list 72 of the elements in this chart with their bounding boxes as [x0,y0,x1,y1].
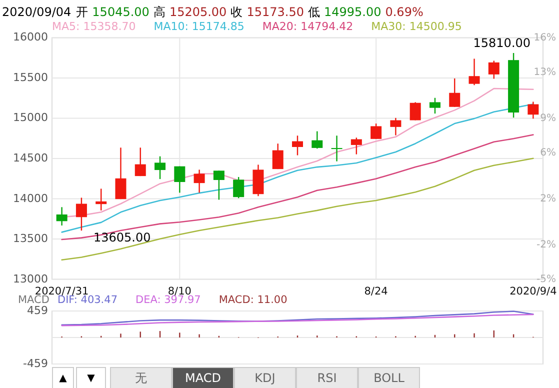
x-tick-label: 2020/9/4 [510,285,558,298]
candlestick [272,143,284,170]
candlestick [96,188,107,212]
candlestick [174,166,186,194]
chart-title: MACD [18,294,50,306]
candlestick [233,176,244,199]
candlestick [331,135,342,162]
text: 无 [135,370,147,385]
candlestick [134,147,146,177]
annotation: 15810.00 [473,36,531,50]
candlestick [350,137,362,155]
text: MACD [185,370,221,385]
candlestick [312,130,323,150]
y-tick-label: 16000 [13,30,48,44]
y-tick-label: 13000 [13,272,48,286]
candlestick [76,197,87,232]
chart-title: 2020/09/04 [2,5,72,19]
text: 高 [153,5,166,19]
y2-tick-label: 16% [534,32,556,44]
candlestick [390,117,402,136]
y2-tick-label: 9% [540,112,556,124]
y-tick-label: -459 [23,357,48,370]
candlestick [528,101,539,120]
annotation: 13605.00 [93,230,151,245]
candlestick [56,206,68,226]
x-tick-label: 8/24 [364,285,388,298]
candlestick [115,147,126,200]
y2-tick-label: 13% [534,66,556,78]
text: 15173.50 [246,5,304,19]
y2-tick-label: 6% [540,147,556,158]
candlestick [488,60,500,80]
text: MA30: 14500.95 [371,20,462,33]
candlestick [468,58,480,86]
y-tick-label: 459 [27,304,48,318]
y-tick-label: 14500 [13,152,48,165]
y2-tick-label: 2% [540,194,556,204]
y-tick-label: 15500 [13,70,48,84]
text: 15045.00 [92,5,150,19]
series-label: DIF: 403.47 [57,294,118,306]
text: MACD: 11.00 [218,294,288,306]
text: 14995.00 [324,5,382,19]
text: 低 [308,5,320,19]
candlestick [154,156,166,180]
text: RSI [317,370,337,385]
candlestick [213,170,224,200]
line-series [61,158,534,261]
text: BOLL [374,370,405,385]
candlestick [194,169,205,194]
series-label: DEA: 397.97 [136,294,201,306]
line-series [61,310,534,326]
candlestick [292,135,303,156]
candlestick [429,97,440,114]
text: MA10: 15174.85 [154,20,244,33]
text: 0.69% [385,5,424,19]
text: ▼ [87,373,96,384]
line-series [61,134,534,240]
y-tick-label: 14000 [13,192,48,205]
text: KDJ [254,370,276,385]
y2-tick-label: -5% [536,274,556,286]
candlestick [410,102,421,121]
text: 开 [76,5,88,19]
y2-tick-label: -2% [536,240,556,251]
text: 15205.00 [169,5,227,19]
text: ▲ [59,373,68,384]
y-tick-label: 13500 [13,232,48,246]
y-tick-label: 15000 [13,111,48,124]
text: 收 [230,5,243,19]
candlestick [449,78,460,108]
candlestick [370,122,382,140]
text: MA5: 15358.70 [52,20,136,33]
text: MA20: 14794.42 [262,20,354,33]
line-series [61,314,534,326]
